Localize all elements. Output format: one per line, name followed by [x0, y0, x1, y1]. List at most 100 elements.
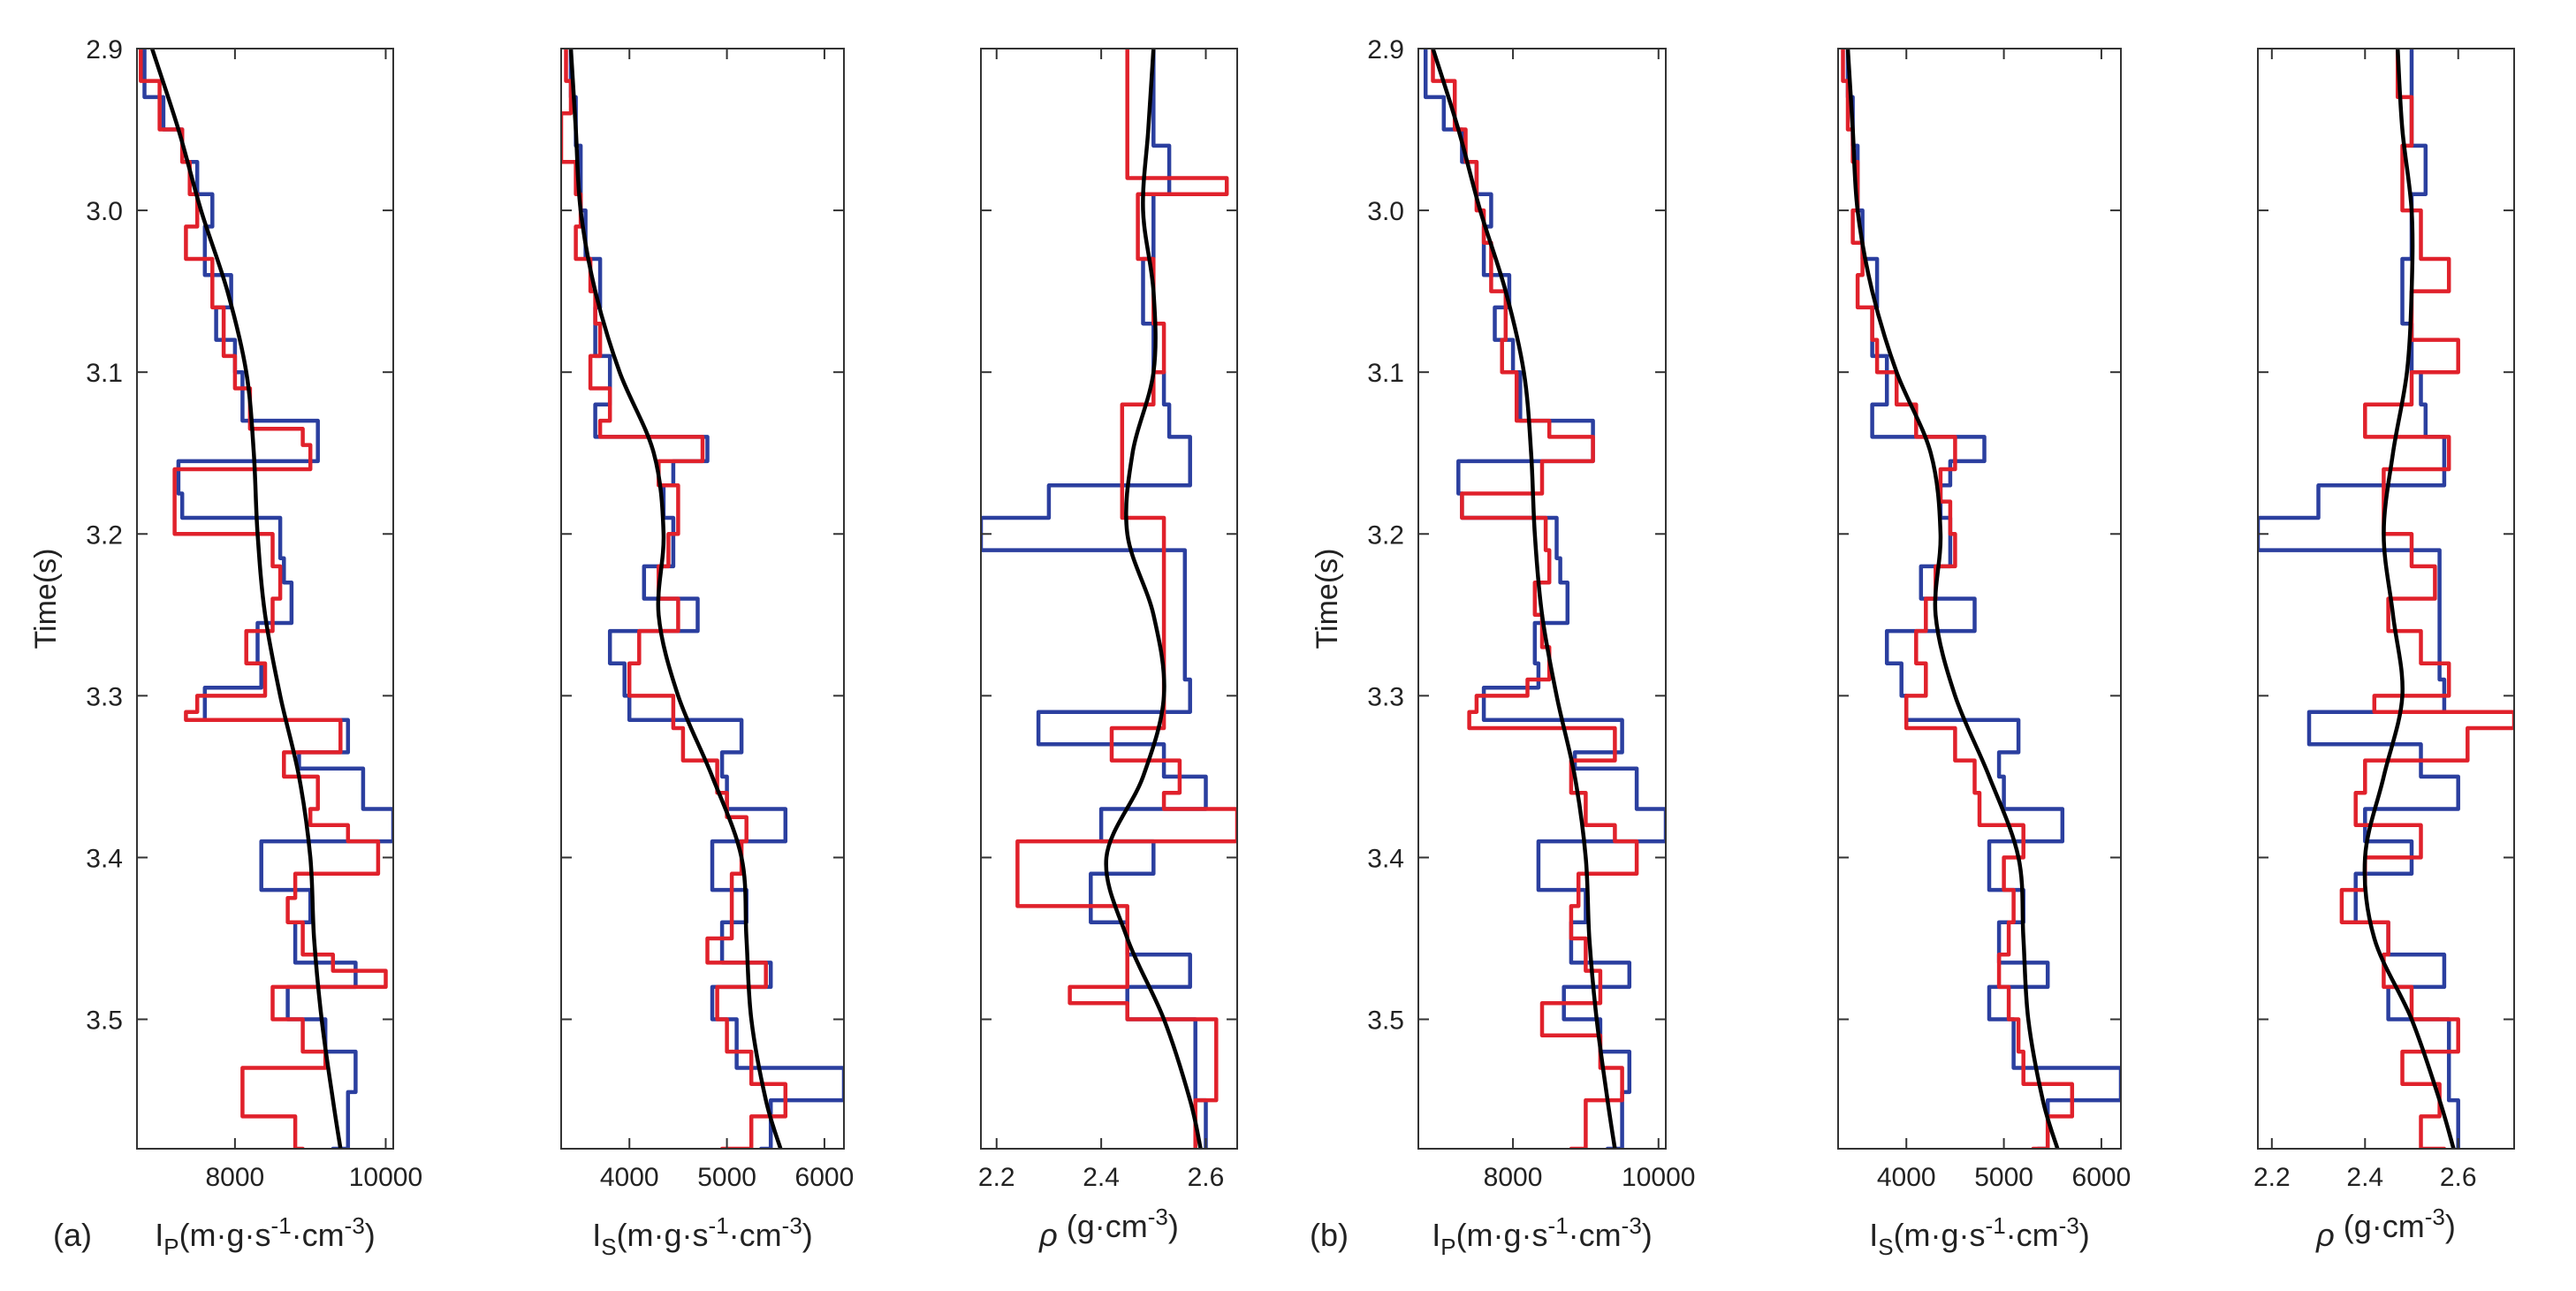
y-tick-label: 2.9	[1367, 35, 1404, 65]
x-label-part: )	[365, 1217, 376, 1253]
x-label-part: I	[592, 1217, 601, 1253]
series-inversion	[561, 49, 788, 1149]
y-axis-label: Time(s)	[1311, 549, 1344, 649]
series-true	[568, 49, 844, 1149]
x-axis-label: IS(m·g·s-1·cm-3)	[592, 1212, 813, 1260]
x-label-part: (g·cm	[2335, 1208, 2425, 1244]
series-group	[1841, 49, 2121, 1149]
x-tick-label: 6000	[2072, 1163, 2131, 1192]
x-label-part: -1	[1986, 1212, 2006, 1239]
x-tick-label: 8000	[1484, 1163, 1543, 1192]
series-initial	[1431, 49, 1617, 1149]
series-true	[981, 49, 1208, 1149]
series-group	[139, 49, 393, 1149]
y-tick-label: 3.4	[86, 844, 123, 873]
x-label-part: -3	[782, 1212, 802, 1239]
x-tick-label: 6000	[795, 1163, 855, 1192]
y-tick-label: 3.5	[1367, 1006, 1404, 1036]
series-true	[1423, 49, 1666, 1149]
y-tick-label: 3.4	[1367, 844, 1404, 873]
x-label-part: P	[1440, 1234, 1455, 1260]
axes-frame	[136, 48, 394, 1150]
x-label-part: )	[2079, 1217, 2090, 1253]
x-tick-label: 5000	[697, 1163, 756, 1192]
axes-frame	[1837, 48, 2122, 1150]
panel-label-a: (a)	[53, 1217, 92, 1253]
x-label-part: -3	[2425, 1204, 2445, 1230]
x-label-part: ·cm	[729, 1217, 782, 1253]
x-tick-label: 4000	[600, 1163, 659, 1192]
x-label-part: P	[163, 1234, 179, 1260]
x-tick-label: 2.6	[1188, 1163, 1225, 1192]
y-tick-label: 3.1	[1367, 359, 1404, 388]
x-label-part: I	[155, 1217, 163, 1253]
x-label-part: I	[1869, 1217, 1878, 1253]
x-label-part: -3	[1622, 1212, 1642, 1239]
y-tick-label: 3.0	[1367, 197, 1404, 226]
x-label-part: -3	[2059, 1212, 2079, 1239]
y-tick-label: 3.2	[86, 520, 123, 550]
y-tick-label: 3.3	[86, 682, 123, 711]
series-group	[1423, 49, 1666, 1149]
x-label-part: (g·cm	[1058, 1208, 1148, 1244]
x-tick-label: 2.4	[2346, 1163, 2383, 1192]
x-label-part: ρ	[2315, 1217, 2335, 1253]
x-label-part: )	[1168, 1208, 1179, 1244]
x-label-part: )	[802, 1217, 813, 1253]
x-label-part: (m·g·s	[1894, 1217, 1986, 1253]
series-initial	[1104, 49, 1203, 1149]
series-inversion	[139, 49, 388, 1149]
x-tick-label: 2.2	[978, 1163, 1015, 1192]
x-axis-label: ρ (g·cm-3)	[2315, 1204, 2456, 1253]
x-label-part: I	[1432, 1217, 1440, 1253]
x-label-part: -1	[709, 1212, 729, 1239]
x-tick-label: 8000	[206, 1163, 265, 1192]
series-inversion	[1431, 49, 1639, 1149]
series-initial	[2362, 49, 2456, 1149]
x-label-part: S	[601, 1234, 616, 1260]
panel-label-b: (b)	[1310, 1217, 1349, 1253]
axes-frame	[2257, 48, 2515, 1150]
x-label-part: S	[1878, 1234, 1893, 1260]
axes-frame	[1417, 48, 1667, 1150]
x-label-part: )	[1642, 1217, 1653, 1253]
x-tick-label: 2.2	[2253, 1163, 2291, 1192]
x-label-part: ρ	[1038, 1217, 1058, 1253]
series-true	[1845, 49, 2121, 1149]
series-initial	[149, 49, 343, 1149]
x-tick-label: 5000	[1974, 1163, 2033, 1192]
x-axis-label: IP(m·g·s-1·cm-3)	[1432, 1212, 1653, 1260]
x-label-part: -3	[345, 1212, 365, 1239]
x-tick-label: 10000	[349, 1163, 422, 1192]
x-label-part: ·cm	[2006, 1217, 2059, 1253]
x-label-part: ·cm	[292, 1217, 345, 1253]
y-tick-label: 3.0	[86, 197, 123, 226]
track-2: 2.2 2.4 2.6 ρ (g·cm-3)	[978, 48, 1238, 1253]
track-4: 4000 5000 6000 IS(m·g·s-1·cm-3)	[1837, 48, 2131, 1260]
x-label-part: ·cm	[1569, 1217, 1622, 1253]
x-label-part: (m·g·s	[179, 1217, 271, 1253]
x-label-part: )	[2445, 1208, 2456, 1244]
x-label-part: (m·g·s	[1456, 1217, 1548, 1253]
x-label-part: (m·g·s	[617, 1217, 709, 1253]
series-initial	[1845, 49, 2060, 1149]
x-label-part: -1	[1548, 1212, 1569, 1239]
series-true	[142, 49, 393, 1149]
x-tick-label: 2.4	[1083, 1163, 1120, 1192]
series-inversion	[1015, 49, 1237, 1149]
x-label-part: -1	[271, 1212, 292, 1239]
series-group	[561, 49, 844, 1149]
series-group	[981, 49, 1237, 1149]
y-tick-label: 3.3	[1367, 682, 1404, 711]
x-axis-label: ρ (g·cm-3)	[1038, 1204, 1179, 1253]
series-inversion	[1841, 49, 2075, 1149]
y-tick-label: 2.9	[86, 35, 123, 65]
x-axis-label: IS(m·g·s-1·cm-3)	[1869, 1212, 2090, 1260]
series-inversion	[2339, 49, 2514, 1149]
track-5: 2.2 2.4 2.6 ρ (g·cm-3)	[2253, 48, 2515, 1253]
x-tick-label: 4000	[1877, 1163, 1936, 1192]
track-1: 4000 5000 6000 IS(m·g·s-1·cm-3)	[560, 48, 855, 1260]
